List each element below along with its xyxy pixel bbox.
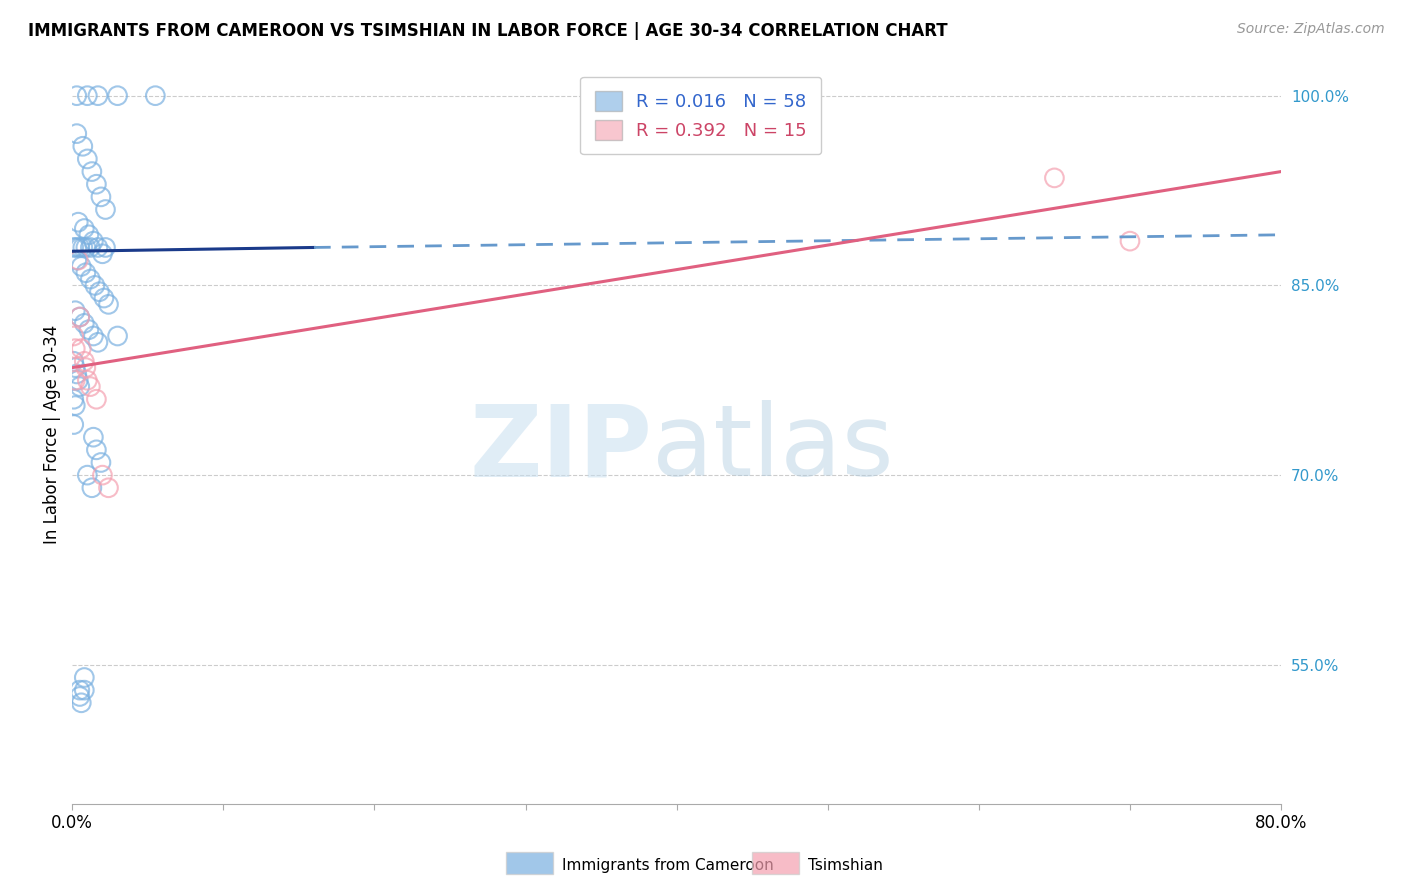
Point	[97, 297, 120, 311]
Point	[72, 139, 94, 153]
Point	[79, 272, 101, 286]
Point	[73, 671, 96, 685]
Text: ZIP: ZIP	[470, 401, 652, 498]
Point	[66, 88, 89, 103]
Point	[62, 240, 84, 254]
Point	[80, 481, 103, 495]
Point	[65, 303, 87, 318]
Point	[67, 215, 90, 229]
Point	[69, 310, 91, 324]
Point	[65, 373, 87, 387]
Point	[82, 430, 104, 444]
Point	[70, 696, 93, 710]
Point	[82, 329, 104, 343]
Legend: R = 0.016   N = 58, R = 0.392   N = 15: R = 0.016 N = 58, R = 0.392 N = 15	[581, 77, 821, 154]
Text: atlas: atlas	[652, 401, 894, 498]
Point	[143, 88, 166, 103]
Point	[69, 683, 91, 698]
Point	[69, 379, 91, 393]
Point	[94, 240, 117, 254]
Point	[86, 442, 108, 457]
Point	[94, 202, 117, 217]
Point	[86, 178, 108, 192]
Point	[73, 221, 96, 235]
Point	[75, 240, 97, 254]
Point	[79, 379, 101, 393]
Point	[90, 455, 112, 469]
Point	[86, 392, 108, 407]
Point	[67, 253, 90, 268]
Point	[97, 481, 120, 495]
Point	[65, 360, 87, 375]
Point	[1119, 234, 1142, 248]
Point	[65, 399, 87, 413]
Point	[80, 164, 103, 178]
Point	[76, 373, 98, 387]
Point	[107, 329, 129, 343]
Point	[62, 329, 84, 343]
Point	[1043, 170, 1066, 185]
Point	[72, 240, 94, 254]
Point	[91, 468, 114, 483]
Point	[66, 127, 89, 141]
Point	[77, 227, 100, 242]
Point	[89, 285, 111, 299]
Point	[67, 373, 90, 387]
Point	[107, 88, 129, 103]
Point	[75, 266, 97, 280]
Y-axis label: In Labor Force | Age 30-34: In Labor Force | Age 30-34	[44, 325, 60, 543]
Point	[73, 316, 96, 330]
Point	[79, 240, 101, 254]
Point	[77, 323, 100, 337]
Point	[93, 291, 115, 305]
Point	[62, 417, 84, 432]
Point	[65, 342, 87, 356]
Point	[69, 690, 91, 704]
Text: Immigrants from Cameroon: Immigrants from Cameroon	[562, 858, 775, 872]
Point	[70, 260, 93, 274]
Point	[69, 310, 91, 324]
Point	[70, 342, 93, 356]
Point	[87, 88, 110, 103]
Point	[87, 240, 110, 254]
Point	[66, 253, 89, 268]
Point	[76, 88, 98, 103]
Point	[82, 234, 104, 248]
Point	[75, 360, 97, 375]
Text: Tsimshian: Tsimshian	[808, 858, 883, 872]
Point	[73, 354, 96, 368]
Text: Source: ZipAtlas.com: Source: ZipAtlas.com	[1237, 22, 1385, 37]
Point	[66, 367, 89, 381]
Point	[66, 240, 89, 254]
Point	[69, 240, 91, 254]
Point	[76, 152, 98, 166]
Point	[73, 683, 96, 698]
Point	[62, 354, 84, 368]
Text: IMMIGRANTS FROM CAMEROON VS TSIMSHIAN IN LABOR FORCE | AGE 30-34 CORRELATION CHA: IMMIGRANTS FROM CAMEROON VS TSIMSHIAN IN…	[28, 22, 948, 40]
Point	[76, 468, 98, 483]
Point	[90, 190, 112, 204]
Point	[91, 247, 114, 261]
Point	[62, 392, 84, 407]
Point	[87, 335, 110, 350]
Point	[83, 278, 105, 293]
